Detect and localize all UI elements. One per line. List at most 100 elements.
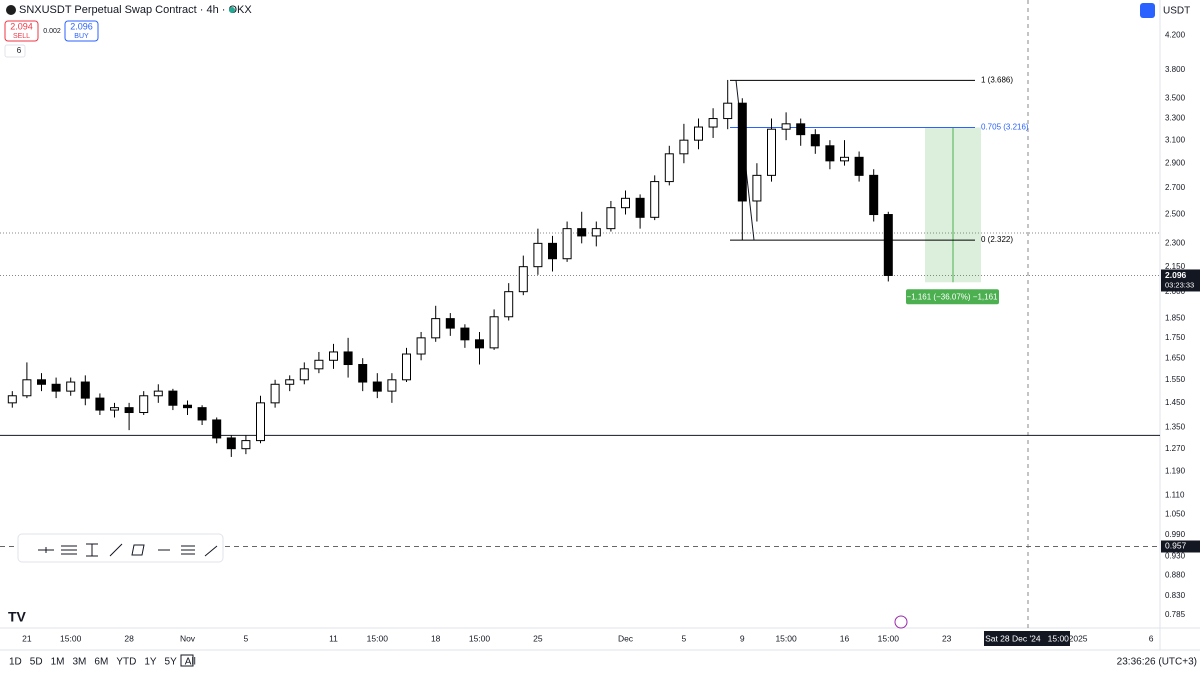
plot: −1.161 (−36.07%) −1,161 1 (3.686) 0.705 (3… <box>0 75 1160 547</box>
last-price-badge <box>1161 269 1200 292</box>
candle-body <box>37 379 46 385</box>
candle-body <box>183 404 192 409</box>
candle-body <box>51 383 61 392</box>
candle-body <box>679 139 689 155</box>
candle-body <box>694 126 703 141</box>
x-tick-label: 2025 <box>1069 633 1088 643</box>
candle-body <box>708 118 718 128</box>
x-tick-label: 15:00 <box>469 633 491 643</box>
x-tick-label: 23 <box>942 633 952 643</box>
x-tick-label: 18 <box>431 633 441 643</box>
candle-body <box>767 128 776 176</box>
candle-body <box>475 339 484 349</box>
buy-price: 2.096 <box>70 21 93 31</box>
candle-body <box>197 407 207 421</box>
x-tick-label: Dec <box>618 633 634 643</box>
timeframe-button[interactable]: YTD <box>116 657 136 668</box>
countdown: 03:23:33 <box>1165 280 1194 289</box>
currency-icon[interactable] <box>1140 3 1155 18</box>
y-tick-label: 1.650 <box>1165 353 1186 362</box>
y-tick-label: 1.450 <box>1165 398 1186 407</box>
fib-label: 0 (2.322) <box>981 235 1013 244</box>
sell-button[interactable] <box>4 20 39 42</box>
fib-label: 1 (3.686) <box>981 75 1013 84</box>
candle-body <box>256 402 265 442</box>
x-tick-label: Nov <box>180 633 196 643</box>
candle-body <box>562 228 572 260</box>
candle-body <box>153 390 163 397</box>
candle-body <box>66 381 76 392</box>
timeframe-button[interactable]: 1M <box>51 657 65 668</box>
event-icon[interactable] <box>894 615 908 629</box>
x-tick-label: 15:00 <box>878 633 900 643</box>
candle-body <box>285 379 295 385</box>
x-tick-label: 15:00 <box>367 633 389 643</box>
candle-body <box>518 266 528 293</box>
clock: 23:36:26 (UTC+3) <box>1117 657 1197 668</box>
currency[interactable]: USDT <box>1163 6 1190 17</box>
candle-body <box>664 153 674 183</box>
measure-label: −1.161 (−36.07%) −1,161 <box>907 292 999 301</box>
x-tick-label: 15:00 <box>60 633 82 643</box>
crosshair-label: Sat 28 Dec '24 15:00 <box>985 633 1069 643</box>
y-tick-label: 0.930 <box>1165 551 1186 560</box>
candle-body <box>431 318 441 339</box>
candle-body <box>752 174 762 202</box>
y-tick-label: 3.300 <box>1165 114 1186 123</box>
candle-body <box>212 419 222 439</box>
candle-body <box>840 156 849 162</box>
candle-body <box>883 214 893 276</box>
buy-button[interactable] <box>64 20 99 42</box>
candle-body <box>825 145 835 162</box>
header: SNXUSDT Perpetual Swap Contract · 4h · O… <box>4 3 1190 58</box>
timeframe-button[interactable]: 1D <box>9 657 22 668</box>
indicator-toggle[interactable] <box>4 44 26 58</box>
candle-body <box>95 397 105 411</box>
timeframe-button[interactable]: 5D <box>30 657 43 668</box>
candle-body <box>329 351 338 361</box>
measure-label-box <box>906 289 999 305</box>
timeframe-button[interactable]: 5Y <box>165 657 178 668</box>
y-tick-label: 1.050 <box>1165 510 1186 519</box>
chart-title: SNXUSDT Perpetual Swap Contract · 4h · O… <box>19 4 252 16</box>
y-tick-label: 3.800 <box>1165 65 1186 74</box>
drawing-icons[interactable] <box>38 543 218 557</box>
timeframe-button[interactable]: All <box>185 657 196 668</box>
candle-body <box>241 440 251 450</box>
candle-body <box>445 318 455 329</box>
buy-label: BUY <box>74 33 89 40</box>
y-tick-label: 1.550 <box>1165 375 1186 384</box>
candle-body <box>504 291 514 318</box>
candle-body <box>372 381 382 392</box>
y-tick-label: 2.150 <box>1165 262 1186 271</box>
candle-body <box>460 327 470 341</box>
timeframe-button[interactable]: 6M <box>94 657 108 668</box>
spread: 0.002 <box>43 28 61 35</box>
drawing-toolbar <box>17 533 224 563</box>
bottom-toolbar: 23:36:26 (UTC+3) 1D 5D 1M 3M 6M YTD 1Y 5Y All <box>9 654 1197 668</box>
y-tick-label: 1.110 <box>1165 490 1185 499</box>
date-range-icon[interactable] <box>180 654 194 667</box>
y-tick-label: 0.990 <box>1165 530 1186 539</box>
timeframe-button[interactable]: 3M <box>73 657 87 668</box>
candle-body <box>650 181 660 218</box>
logo: TV <box>8 609 27 625</box>
y-tick-label: 2.300 <box>1165 238 1186 247</box>
x-tick-label: 15:00 <box>775 633 797 643</box>
y-tick-label: 0.830 <box>1165 591 1186 600</box>
candle-body <box>168 390 178 406</box>
x-tick-label: 28 <box>124 633 134 643</box>
y-tick-label: 2.700 <box>1165 183 1186 192</box>
y-tick-label: 3.100 <box>1165 135 1186 144</box>
y-tick-label: 1.270 <box>1165 444 1186 453</box>
y-tick-label: 1.350 <box>1165 423 1186 432</box>
candle-body <box>533 242 543 268</box>
timeframe-button[interactable]: 1Y <box>144 657 157 668</box>
candle-body <box>591 228 601 237</box>
candle-body <box>854 156 864 176</box>
y-tick-label: 0.785 <box>1165 610 1186 619</box>
sell-label: SELL <box>13 33 30 40</box>
x-tick-label: 16 <box>840 633 850 643</box>
status-dot <box>229 7 235 13</box>
